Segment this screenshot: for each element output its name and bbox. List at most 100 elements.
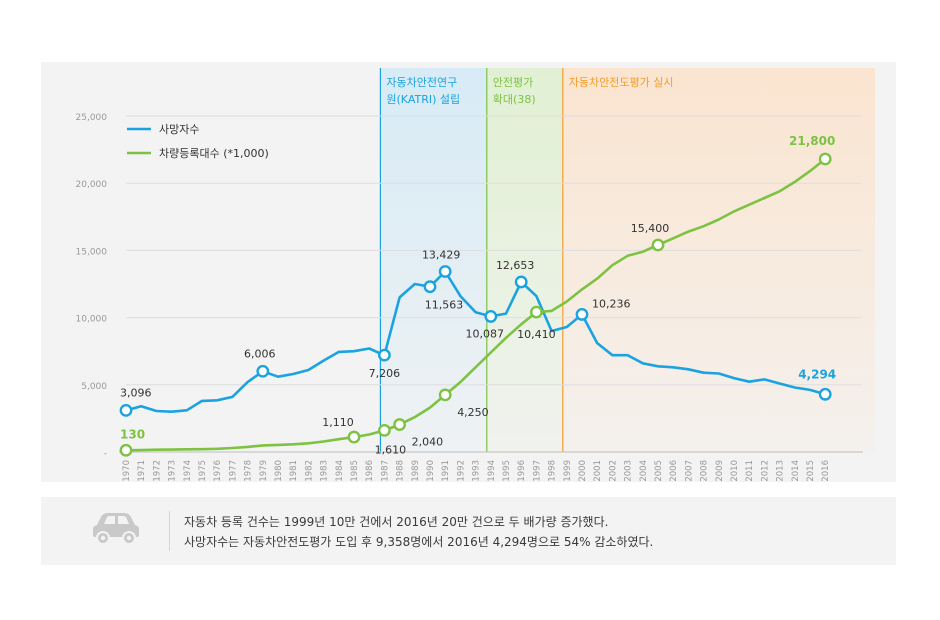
- series-line-deaths: [124, 270, 827, 414]
- y-tick-label: 20,000: [76, 180, 108, 190]
- period-band: [380, 68, 487, 452]
- x-tick-label: 1981: [289, 460, 299, 482]
- note-panel: 자동차 등록 건수는 1999년 10만 건에서 2016년 20만 건으로 두…: [41, 497, 896, 565]
- data-point-marker: [484, 310, 498, 323]
- series-line-vehicles: [124, 157, 827, 452]
- period-band: [562, 68, 875, 452]
- period-label: 확대(38): [493, 93, 536, 106]
- x-tick-label: 1975: [198, 460, 208, 482]
- data-label: 7,206: [369, 367, 401, 380]
- data-point-marker: [119, 403, 133, 417]
- data-point-marker: [377, 423, 391, 437]
- data-label: 4,250: [457, 406, 489, 419]
- chart-panel: 자동차안전연구 원(KATRI) 설립 안전평가 확대(38) 자동차안전도평가 실시 …: [41, 62, 896, 482]
- data-point-marker: [651, 238, 665, 252]
- x-tick-label: 1976: [213, 460, 223, 482]
- data-label: 11,563: [425, 299, 464, 312]
- data-point-marker: [818, 387, 832, 401]
- x-tick-label: 1988: [396, 460, 406, 482]
- x-tick-label: 1982: [304, 460, 314, 482]
- x-tick-label: 1997: [532, 460, 542, 482]
- data-label: 10,236: [592, 297, 631, 310]
- data-point-marker: [818, 152, 832, 166]
- x-tick-label: 2010: [730, 460, 740, 482]
- x-tick-label: 2012: [760, 460, 770, 482]
- x-tick-label: 1998: [548, 460, 558, 482]
- data-point-marker: [529, 305, 543, 319]
- x-tick-label: 1987: [380, 460, 390, 482]
- x-tick-label: 1974: [183, 460, 193, 482]
- x-tick-label: 1971: [137, 460, 147, 482]
- data-point-marker: [256, 364, 270, 378]
- data-label: 12,653: [496, 259, 535, 272]
- data-label: 6,006: [244, 347, 275, 360]
- x-tick-label: 1983: [320, 460, 330, 482]
- x-tick-label: 1993: [472, 460, 482, 482]
- y-tick-label: 25,000: [76, 113, 108, 123]
- period-label: 자동차안전도평가 실시: [569, 76, 674, 89]
- data-label: 2,040: [412, 436, 444, 449]
- data-label: 1,610: [375, 443, 407, 456]
- period-label: 자동차안전연구: [386, 76, 457, 89]
- x-tick-label: 1985: [350, 460, 360, 482]
- legend-label: 사망자수: [159, 123, 199, 136]
- x-tick-label: 1972: [152, 460, 162, 482]
- x-tick-label: 2015: [806, 460, 816, 482]
- y-tick-label: 15,000: [76, 247, 108, 257]
- data-point-marker: [575, 308, 589, 321]
- data-point-marker: [347, 430, 361, 444]
- data-point-marker: [393, 418, 406, 431]
- note-text-1: 자동차 등록 건수는 1999년 10만 건에서 2016년 20만 건으로 두…: [184, 515, 609, 529]
- y-tick-label: 5,000: [81, 382, 107, 392]
- x-tick-label: 1994: [487, 460, 497, 482]
- x-tick-label: 2008: [700, 460, 710, 482]
- data-point-marker: [377, 348, 391, 362]
- data-label: 21,800: [789, 134, 835, 148]
- y-tick-label: 10,000: [76, 315, 108, 325]
- x-tick-label: 2002: [608, 460, 618, 482]
- x-tick-label: 1996: [517, 460, 527, 482]
- x-tick-label: 1970: [122, 460, 132, 482]
- x-tick-label: 2007: [684, 460, 694, 482]
- data-label: 1,110: [322, 416, 354, 429]
- x-tick-label: 1977: [228, 460, 238, 482]
- x-tick-label: 2011: [745, 460, 755, 482]
- data-point-marker: [423, 280, 437, 294]
- x-tick-label: 2014: [791, 460, 801, 482]
- data-point-marker: [438, 265, 452, 278]
- data-point-marker: [438, 388, 452, 402]
- x-tick-label: 1992: [456, 460, 466, 482]
- data-label: 4,294: [798, 367, 836, 381]
- x-tick-label: 2006: [669, 460, 679, 482]
- x-tick-label: 1973: [168, 460, 178, 482]
- data-label: 10,410: [517, 328, 556, 341]
- x-tick-label: 2004: [639, 460, 649, 482]
- period-label: 안전평가: [493, 76, 533, 89]
- x-tick-label: 1978: [244, 460, 254, 482]
- x-tick-label: 1986: [365, 460, 375, 482]
- x-tick-label: 2003: [624, 460, 634, 482]
- note-text-2: 사망자수는 자동차안전도평가 도입 후 9,358명에서 2016년 4,294…: [184, 535, 654, 549]
- legend-label: 차량등록대수 (*1,000): [159, 147, 269, 160]
- x-tick-label: 1991: [441, 460, 451, 482]
- car-icon: [93, 513, 139, 545]
- data-label: 10,087: [466, 327, 505, 340]
- x-tick-label: 1989: [411, 460, 421, 482]
- data-label: 130: [120, 427, 145, 441]
- data-label: 13,429: [422, 249, 461, 262]
- x-tick-label: 1980: [274, 460, 284, 482]
- data-point-marker: [119, 443, 133, 457]
- data-label: 3,096: [120, 386, 152, 399]
- x-tick-label: 1990: [426, 460, 436, 482]
- y-tick-label: -: [104, 449, 107, 459]
- x-tick-label: 1979: [259, 460, 269, 482]
- x-tick-label: 2009: [715, 460, 725, 482]
- x-tick-label: 1999: [563, 460, 573, 482]
- note-divider: [169, 511, 170, 551]
- period-label: 원(KATRI) 설립: [386, 93, 460, 106]
- data-point-marker: [514, 275, 528, 289]
- period-band: [486, 68, 563, 452]
- x-tick-label: 1995: [502, 460, 512, 482]
- x-tick-label: 2001: [593, 460, 603, 482]
